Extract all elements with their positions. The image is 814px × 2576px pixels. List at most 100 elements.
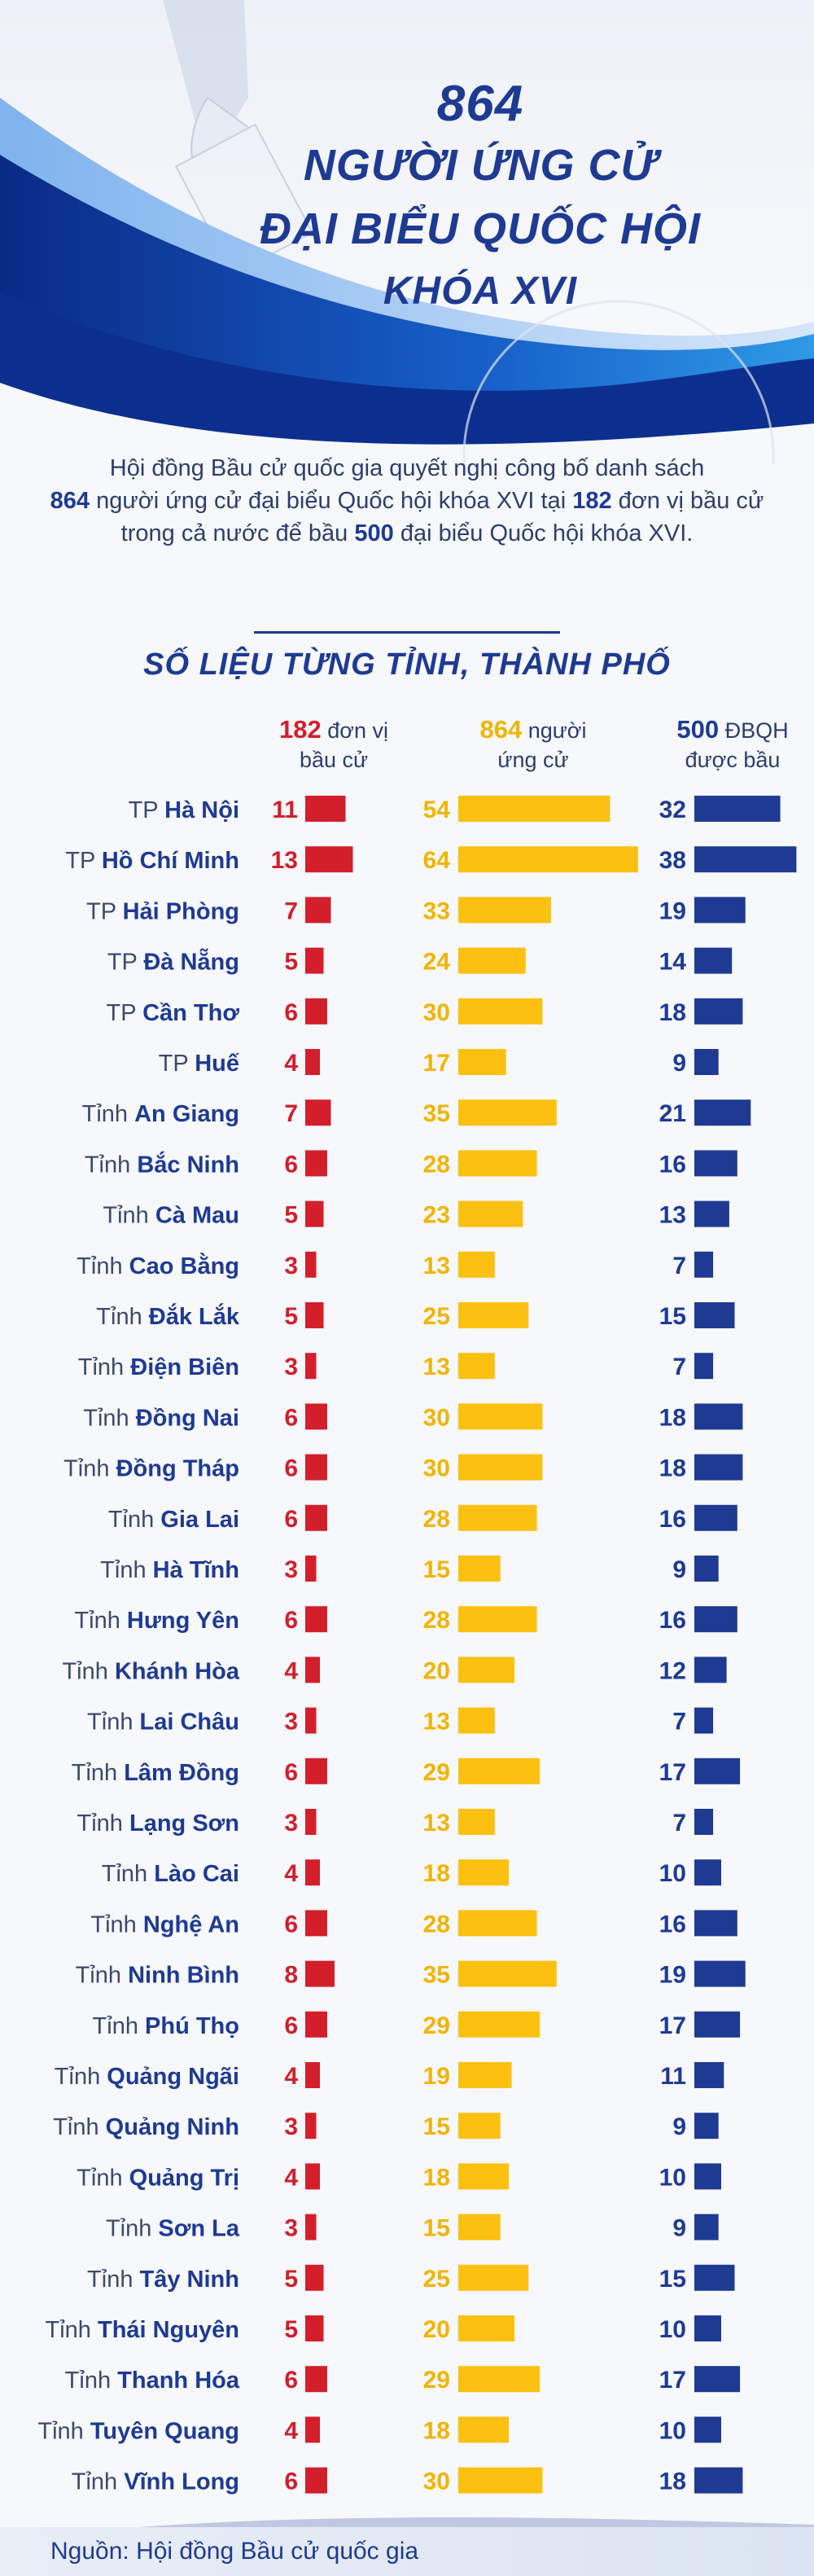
column-header-label: đơn vị	[321, 718, 388, 743]
data-label: 6	[284, 1911, 298, 1937]
column-header-label: ứng cử	[497, 748, 569, 772]
bar-units	[305, 1606, 327, 1633]
bar-candidates	[458, 1657, 514, 1683]
row-label: TP Đà Nẵng	[107, 948, 239, 976]
row-label: Tỉnh Đồng Nai	[83, 1405, 239, 1431]
bar-units	[305, 1859, 320, 1886]
data-label: 4	[284, 1860, 298, 1887]
bar-candidates	[458, 2264, 529, 2291]
header-background	[0, 0, 814, 464]
data-label: 10	[659, 2164, 686, 2191]
row-label: Tỉnh Cao Bằng	[77, 1252, 239, 1279]
bar-deputies	[694, 1859, 721, 1886]
column-header-label: được bầu	[685, 748, 781, 772]
bar-deputies	[694, 1707, 714, 1734]
section-title: SỐ LIỆU TỪNG TỈNH, THÀNH PHỐ	[143, 647, 671, 682]
bar-deputies	[694, 2163, 721, 2190]
data-label: 18	[659, 1404, 686, 1431]
bar-deputies	[694, 1657, 727, 1683]
title-line-2: ĐẠI BIỂU QUỐC HỘI	[259, 204, 702, 253]
bar-candidates	[458, 2416, 510, 2443]
row-label: Tỉnh Tây Ninh	[87, 2267, 239, 2293]
data-label: 6	[284, 1455, 298, 1482]
data-label: 28	[423, 1151, 450, 1178]
bar-deputies	[694, 897, 746, 924]
data-label: 10	[659, 1860, 686, 1887]
data-label: 18	[659, 2468, 686, 2495]
bar-candidates	[458, 1758, 540, 1784]
bar-candidates	[458, 1200, 523, 1227]
data-label: 23	[423, 1202, 450, 1229]
row-label: Tỉnh Bắc Ninh	[85, 1150, 239, 1178]
data-label: 16	[659, 1506, 686, 1533]
bar-candidates	[458, 2315, 514, 2341]
row-label: Tỉnh Nghệ An	[90, 1911, 239, 1937]
bar-deputies	[694, 1809, 714, 1835]
data-label: 29	[423, 2012, 450, 2039]
title-line-1: NGƯỜI ỨNG CỬ	[303, 141, 658, 190]
bar-candidates	[458, 846, 638, 873]
bar-units	[305, 1556, 317, 1582]
data-label: 28	[423, 1506, 450, 1533]
data-label: 28	[423, 1607, 450, 1634]
data-label: 21	[659, 1100, 686, 1127]
row-label: Tỉnh Thanh Hóa	[65, 2368, 240, 2394]
row-label: TP Cần Thơ	[107, 1000, 240, 1026]
data-label: 8	[284, 1962, 298, 1989]
row-label: Tỉnh Hưng Yên	[74, 1608, 239, 1634]
footer	[0, 2527, 814, 2576]
bar-units	[305, 1758, 327, 1784]
bar-units	[305, 2315, 324, 2341]
data-label: 7	[672, 1810, 686, 1837]
bar-units	[305, 2366, 327, 2393]
bar-candidates	[458, 1454, 543, 1481]
bar-units	[305, 947, 324, 974]
bar-deputies	[694, 1302, 735, 1328]
bar-deputies	[694, 1910, 737, 1937]
data-label: 35	[423, 1100, 450, 1127]
data-label: 5	[284, 1202, 298, 1229]
row-label: TP Hải Phòng	[86, 898, 239, 924]
bar-deputies	[694, 1960, 746, 1987]
column-header-label: người	[522, 718, 587, 743]
data-label: 9	[672, 2215, 686, 2242]
bar-units	[305, 1302, 324, 1328]
section-divider	[254, 631, 560, 634]
bar-candidates	[458, 1606, 537, 1633]
data-label: 3	[284, 1810, 298, 1837]
row-label: Tỉnh Đồng Tháp	[63, 1456, 239, 1482]
row-label: TP Huế	[159, 1051, 240, 1077]
data-label: 13	[271, 847, 298, 874]
source-note: Nguồn: Hội đồng Bầu cử quốc gia	[50, 2538, 419, 2565]
data-label: 5	[284, 949, 298, 976]
wave-white	[0, 383, 814, 464]
data-label: 13	[423, 1810, 450, 1837]
bar-candidates	[458, 796, 610, 822]
data-label: 9	[672, 1050, 686, 1077]
column-header-total: 182	[279, 715, 322, 744]
bar-deputies	[694, 2062, 724, 2088]
data-label: 18	[659, 1455, 686, 1482]
row-label: Tỉnh Vĩnh Long	[72, 2469, 239, 2495]
bar-candidates	[458, 2366, 540, 2393]
bar-deputies	[694, 1099, 751, 1126]
data-label: 30	[423, 2468, 450, 2495]
data-label: 15	[423, 2215, 450, 2242]
row-label: TP Hồ Chí Minh	[65, 848, 239, 874]
ballot-hand-illustration	[163, 0, 314, 276]
bar-units	[305, 1403, 327, 1430]
bar-candidates	[458, 998, 543, 1025]
bar-units	[305, 2264, 324, 2291]
bar-deputies	[694, 2416, 721, 2443]
bar-deputies	[694, 998, 743, 1025]
bar-units	[305, 1707, 317, 1734]
title-number: 864	[436, 76, 524, 132]
data-label: 33	[423, 897, 450, 924]
bar-candidates	[458, 1403, 543, 1430]
bar-candidates	[458, 1251, 495, 1278]
row-label: Tỉnh An Giang	[82, 1101, 239, 1127]
bar-deputies	[694, 2315, 721, 2341]
intro-text: đại biểu Quốc hội khóa XVI.	[393, 520, 694, 546]
data-label: 29	[423, 2367, 450, 2394]
bar-deputies	[694, 2214, 719, 2240]
